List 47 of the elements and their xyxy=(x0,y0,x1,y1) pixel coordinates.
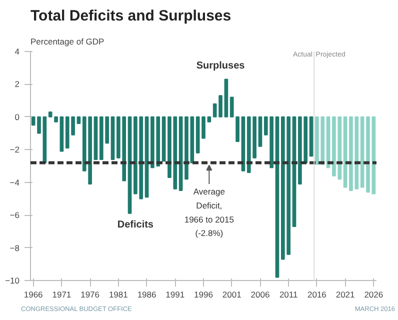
bar xyxy=(94,116,98,160)
bar xyxy=(162,116,166,162)
y-tick-label: −2 xyxy=(10,144,20,155)
x-tick-label: 1981 xyxy=(108,290,128,300)
bar xyxy=(275,116,280,278)
y-tick-label: −8 xyxy=(10,242,20,253)
bar xyxy=(60,116,64,152)
y-tick-label: −4 xyxy=(10,177,20,188)
bar xyxy=(128,116,132,214)
ref-line-label: Average Deficit, 1966 to 2015 (-2.8%) xyxy=(184,186,234,238)
y-tick-label: −6 xyxy=(10,210,20,220)
y-tick-label: 2 xyxy=(14,79,20,90)
y-tick-label: 0 xyxy=(14,112,20,122)
bar xyxy=(224,78,228,118)
x-tick-label: 2006 xyxy=(250,290,270,300)
bar xyxy=(258,116,262,147)
bar xyxy=(178,116,183,192)
x-tick-label: 1986 xyxy=(137,290,157,300)
bar xyxy=(343,116,348,188)
annotation: Deficits xyxy=(117,219,154,230)
bar xyxy=(76,116,81,124)
bar xyxy=(207,116,212,122)
x-tick-label: 2026 xyxy=(364,290,384,300)
x-tick-label: 2011 xyxy=(279,290,298,300)
y-tick-label: −10 xyxy=(5,276,20,286)
bar xyxy=(202,116,206,139)
x-tick-label: 2016 xyxy=(307,290,327,300)
bar xyxy=(196,116,200,154)
bar xyxy=(360,116,364,188)
bar xyxy=(144,116,149,198)
annotation: Surpluses xyxy=(196,60,246,72)
x-tick-label: 2021 xyxy=(336,290,356,300)
y-axis-title: Percentage of GDP xyxy=(30,36,105,46)
x-tick-label: 1976 xyxy=(80,290,100,300)
chart-title: Total Deficits and Surpluses xyxy=(30,8,232,24)
x-tick-label: 2001 xyxy=(222,290,242,300)
x-tick-label: 1971 xyxy=(52,290,72,300)
x-tick-label: 1991 xyxy=(166,290,185,300)
y-tick-label: 4 xyxy=(14,46,20,56)
bar xyxy=(110,116,115,160)
bar xyxy=(236,116,240,142)
x-tick-label: 1996 xyxy=(194,290,214,300)
bar xyxy=(230,96,234,118)
bar xyxy=(54,116,58,122)
bar xyxy=(309,116,314,157)
x-tick-label: 1966 xyxy=(24,290,44,300)
bar xyxy=(48,112,52,118)
